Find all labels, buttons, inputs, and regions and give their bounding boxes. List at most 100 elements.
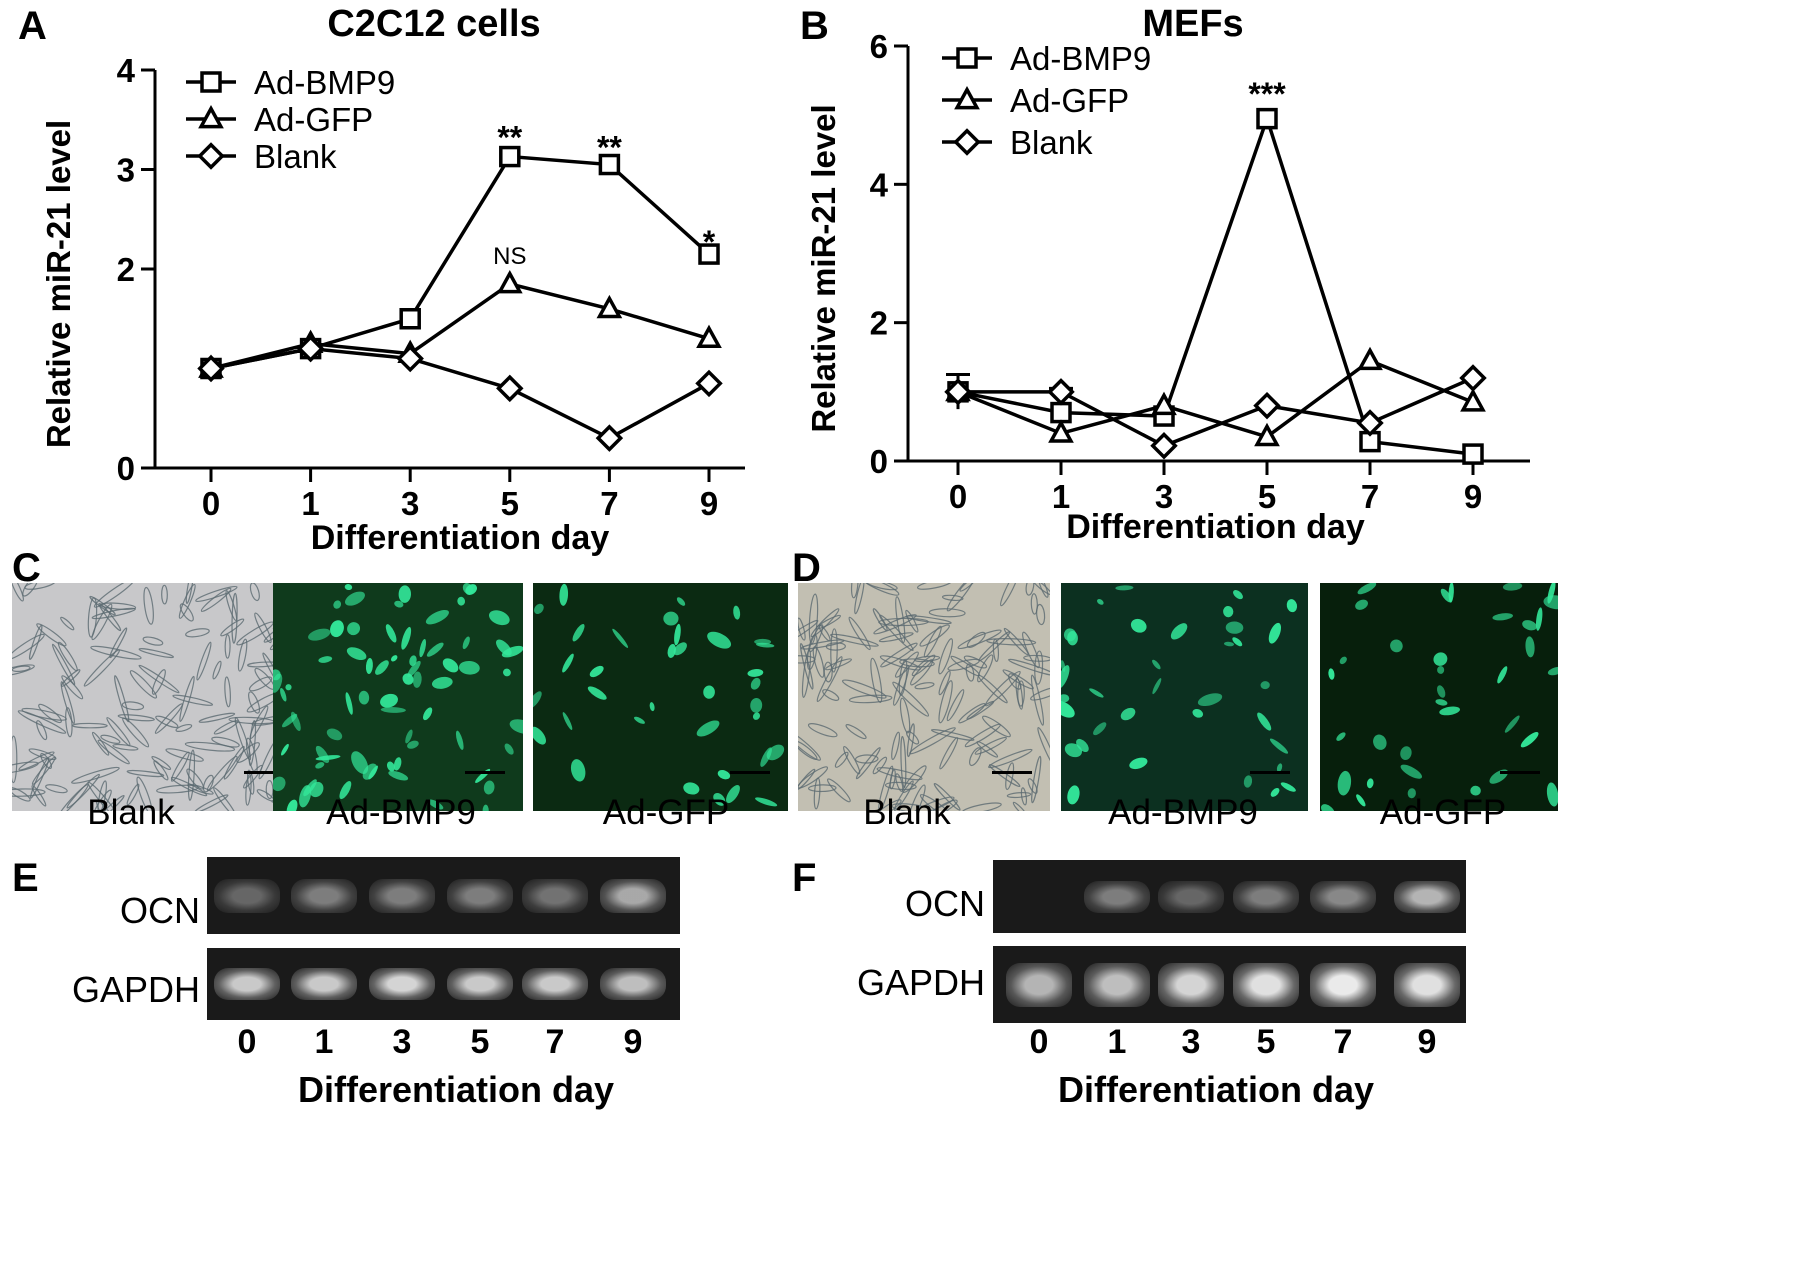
cell <box>966 631 986 648</box>
cell <box>876 767 923 781</box>
fluorescent-cell <box>426 642 444 657</box>
cell <box>941 594 964 602</box>
cell <box>175 723 193 733</box>
cell <box>963 655 988 669</box>
fluorescent-cell <box>1497 666 1508 684</box>
fluorescent-cell <box>1063 628 1077 642</box>
chart-b-point-2-0 <box>944 378 972 406</box>
panel-letter-b: B <box>800 4 829 48</box>
cell <box>97 739 130 765</box>
fluorescent-cell <box>1390 639 1403 653</box>
chart-b-ylabel: Relative miR-21 level <box>805 104 842 432</box>
cell <box>906 730 920 745</box>
cell <box>91 603 113 641</box>
cell <box>1035 603 1046 626</box>
fluorescent-cell <box>747 669 764 677</box>
fluorescent-cell <box>318 656 333 663</box>
micrograph-label-c-blank: Blank <box>87 793 175 832</box>
fluorescent-cell <box>308 628 331 641</box>
fluorescent-cell <box>703 685 715 699</box>
fluorescent-cell <box>572 623 585 642</box>
chart-a-c2c12: C2C12 cells Relative miR-21 level Differen… <box>40 3 745 557</box>
fluorescent-cell <box>425 609 449 625</box>
cell <box>91 731 110 756</box>
fluorescent-cell <box>713 792 726 806</box>
cell <box>194 794 229 811</box>
cell <box>109 627 128 659</box>
fluorescent-cell <box>683 782 700 795</box>
cell <box>946 583 976 612</box>
cell <box>894 651 919 678</box>
chart-b-xtick-label-2: 3 <box>1155 478 1173 515</box>
cell <box>1017 680 1025 707</box>
fluorescent-cell <box>1546 782 1558 807</box>
cell <box>12 788 46 797</box>
cell <box>1000 583 1020 607</box>
fluorescent-cell <box>286 799 298 811</box>
cell <box>870 657 883 703</box>
chart-a-title: C2C12 cells <box>327 3 540 45</box>
scale-bar <box>730 771 770 774</box>
micrograph-label-c-ad-gfp: Ad-GFP <box>602 793 730 832</box>
cell <box>60 669 81 687</box>
cell <box>798 655 816 664</box>
panel-letter-d: D <box>792 546 821 590</box>
cell <box>905 609 919 633</box>
cell <box>12 761 39 774</box>
chart-a-series-line-2 <box>210 346 710 441</box>
gel-band <box>1310 962 1376 1007</box>
fluorescent-cell <box>1470 785 1481 796</box>
gel-f-ocn <box>993 860 1466 933</box>
fluorescent-cell <box>407 660 421 678</box>
chart-a-series-line-0 <box>210 154 711 371</box>
fluorescent-cell <box>750 677 761 690</box>
chart-b-xlabel: Differentiation day <box>1066 508 1365 546</box>
cell <box>800 639 845 650</box>
cell <box>17 710 67 734</box>
cell <box>1012 801 1028 811</box>
chart-a-point-1-3 <box>496 269 523 294</box>
chart-a-ytick-label-0: 0 <box>117 450 135 487</box>
fluorescent-cell <box>401 626 412 650</box>
scale-bar <box>1250 771 1290 774</box>
chart-b-point-2-5 <box>1459 364 1487 392</box>
cell <box>879 655 921 671</box>
cell <box>912 796 955 811</box>
chart-a-annotation-0: ** <box>497 120 522 156</box>
fluorescent-cell <box>1115 585 1134 591</box>
fluorescent-cell <box>533 691 542 709</box>
fluorescent-cell <box>1437 665 1445 674</box>
chart-a-point-2-0 <box>197 354 225 383</box>
fluorescent-cell <box>1286 599 1298 613</box>
chart-b-legend-marker-1 <box>954 86 980 110</box>
cell <box>850 583 859 599</box>
chart-a-xtick-label-4: 7 <box>600 485 618 522</box>
gel-e-row-ocn-label: OCN <box>120 890 200 931</box>
fluorescent-cell <box>1076 738 1089 753</box>
cell <box>186 768 204 790</box>
cell <box>808 593 819 645</box>
gel-e-ocn <box>207 857 680 934</box>
fluorescent-cell <box>419 639 427 658</box>
cell <box>121 701 145 711</box>
gel-f-lane-label-4: 7 <box>1333 1023 1353 1061</box>
fluorescent-cell <box>1522 620 1537 631</box>
micro-background <box>1320 583 1558 811</box>
cell <box>845 724 867 740</box>
chart-b-ytick-label-1: 2 <box>870 305 888 342</box>
cell <box>843 745 861 775</box>
gel-e-row-gapdh-label: GAPDH <box>71 969 200 1010</box>
scale-bar <box>465 771 505 774</box>
cell <box>798 619 819 645</box>
micrograph-label-d-ad-gfp: Ad-GFP <box>1379 793 1507 832</box>
fluorescent-cell <box>503 668 511 677</box>
panel-letter-e: E <box>12 856 39 900</box>
cell <box>969 747 982 767</box>
cell <box>884 781 917 791</box>
cell <box>807 784 837 793</box>
cell <box>95 799 108 811</box>
cell <box>1015 677 1024 710</box>
cell <box>855 747 881 780</box>
chart-b-point-2-4 <box>1356 409 1384 437</box>
fluorescent-cell <box>330 620 344 638</box>
